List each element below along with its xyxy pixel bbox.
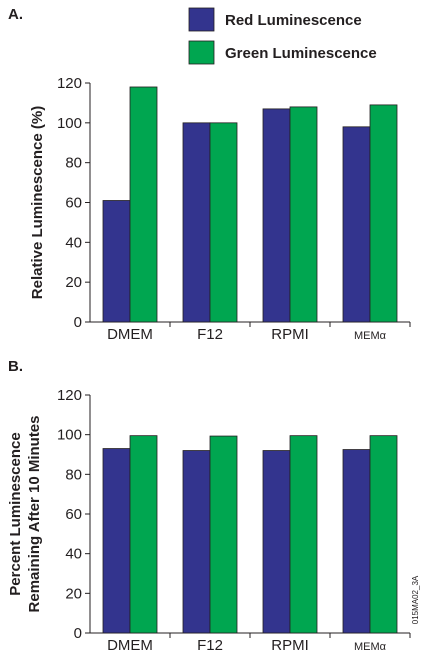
y-tick-label: 20 xyxy=(65,585,82,602)
x-category-label: MEMα xyxy=(354,641,387,650)
x-category-label: F12 xyxy=(197,326,223,343)
bar-red-2 xyxy=(262,108,291,323)
y-tick-label: 60 xyxy=(65,195,82,212)
y-tick-label: 100 xyxy=(57,427,82,444)
bar-red-0 xyxy=(102,448,131,634)
y-tick-label: 120 xyxy=(57,387,82,404)
panel-label: B. xyxy=(8,358,23,375)
y-tick-label: 80 xyxy=(65,466,82,483)
legend-label-green: Green Luminescence xyxy=(225,45,377,62)
y-axis-label-line: Percent Luminescence xyxy=(7,432,24,595)
panel-label: A. xyxy=(8,6,23,23)
y-tick-label: 80 xyxy=(65,155,82,172)
bar-red-1 xyxy=(182,122,211,323)
bar-red-3 xyxy=(342,449,371,634)
bar-green-1 xyxy=(209,122,238,323)
bar-green-3 xyxy=(369,104,398,323)
y-tick-label: 40 xyxy=(65,546,82,563)
bar-green-1 xyxy=(209,435,238,634)
y-tick-label: 120 xyxy=(57,75,82,92)
y-tick-label: 20 xyxy=(65,274,82,291)
y-axis-label: Relative Luminescence (%) xyxy=(29,106,46,299)
x-category-label: F12 xyxy=(197,637,223,650)
x-category-label: RPMI xyxy=(271,637,309,650)
y-tick-label: 0 xyxy=(74,314,82,331)
x-category-label: MEMα xyxy=(354,330,387,342)
y-axis-label-line: Relative Luminescence (%) xyxy=(29,106,46,299)
legend-label-red: Red Luminescence xyxy=(225,12,362,29)
bar-red-1 xyxy=(182,450,211,634)
legend-swatch-red xyxy=(188,7,215,32)
legend-swatch-green xyxy=(188,40,215,65)
bar-red-0 xyxy=(102,200,131,323)
bar-green-0 xyxy=(129,86,158,323)
bar-red-3 xyxy=(342,126,371,323)
y-axis-label-line: Remaining After 10 Minutes xyxy=(26,416,43,613)
x-category-label: DMEM xyxy=(107,326,153,343)
x-category-label: RPMI xyxy=(271,326,309,343)
x-category-label: DMEM xyxy=(107,637,153,650)
bar-green-3 xyxy=(369,435,398,634)
y-tick-label: 60 xyxy=(65,506,82,523)
panel-b-chart: B. Percent Luminescence Remaining After 10… xyxy=(7,358,411,650)
figure-number: 015MA02_3A xyxy=(411,575,420,624)
bar-green-0 xyxy=(129,435,158,634)
y-axis-label: Percent Luminescence Remaining After 10 M… xyxy=(7,416,43,613)
y-tick-label: 0 xyxy=(74,625,82,642)
panel-a-chart: A. Relative Luminescence (%) 0 20 40 60 80 100 1… xyxy=(8,6,411,343)
bar-green-2 xyxy=(289,435,318,634)
bar-green-2 xyxy=(289,106,318,323)
y-tick-label: 40 xyxy=(65,234,82,251)
y-tick-label: 100 xyxy=(57,115,82,132)
bar-red-2 xyxy=(262,450,291,634)
legend: Red Luminescence Green Luminescence xyxy=(188,7,377,65)
